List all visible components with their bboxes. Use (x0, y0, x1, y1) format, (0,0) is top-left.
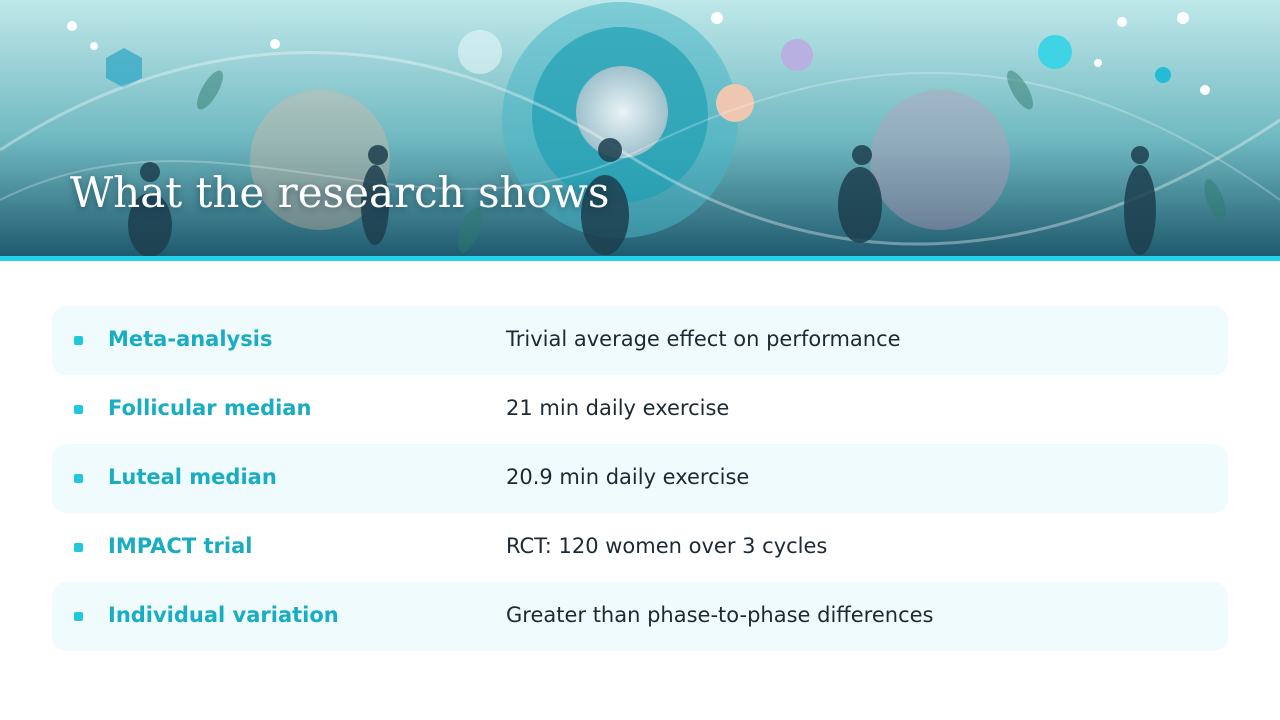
finding-row: Meta-analysis Trivial average effect on p… (52, 306, 1228, 375)
decor-leaves (197, 70, 1226, 253)
decor-orb (458, 30, 502, 74)
bullet (74, 474, 83, 483)
decor-orb (781, 39, 813, 71)
findings-list: Meta-analysis Trivial average effect on p… (52, 306, 1228, 651)
bullet (74, 336, 83, 345)
decor-figures (128, 138, 1156, 256)
finding-label: Luteal median (108, 465, 277, 489)
finding-label: Individual variation (108, 603, 339, 627)
decor-moon (250, 90, 390, 230)
bullet (74, 405, 83, 414)
finding-text: Greater than phase-to-phase differences (506, 603, 934, 627)
finding-text: Trivial average effect on performance (506, 327, 901, 351)
decor-wave (0, 71, 1280, 201)
decor-hexagon (106, 48, 142, 88)
finding-label: Follicular median (108, 396, 312, 420)
decor-orb (1038, 35, 1072, 69)
finding-row: Luteal median 20.9 min daily exercise (52, 444, 1228, 513)
finding-row: Individual variation Greater than phase-t… (52, 582, 1228, 651)
finding-row: IMPACT trial RCT: 120 women over 3 cycles (52, 513, 1228, 582)
finding-text: 21 min daily exercise (506, 396, 730, 420)
finding-text: 20.9 min daily exercise (506, 465, 750, 489)
decor-moon (576, 66, 668, 158)
decor-moon (870, 90, 1010, 230)
finding-label: IMPACT trial (108, 534, 253, 558)
decor-orb (1155, 67, 1171, 83)
decor-dots (67, 12, 1210, 95)
bullet (74, 543, 83, 552)
finding-text: RCT: 120 women over 3 cycles (506, 534, 828, 558)
finding-label: Meta-analysis (108, 327, 273, 351)
slide-title: What the research shows (70, 168, 610, 217)
finding-row: Follicular median 21 min daily exercise (52, 375, 1228, 444)
decor-orb (716, 84, 754, 122)
header-accent-line (0, 256, 1280, 261)
bullet (74, 612, 83, 621)
header-illustration (0, 0, 1280, 256)
